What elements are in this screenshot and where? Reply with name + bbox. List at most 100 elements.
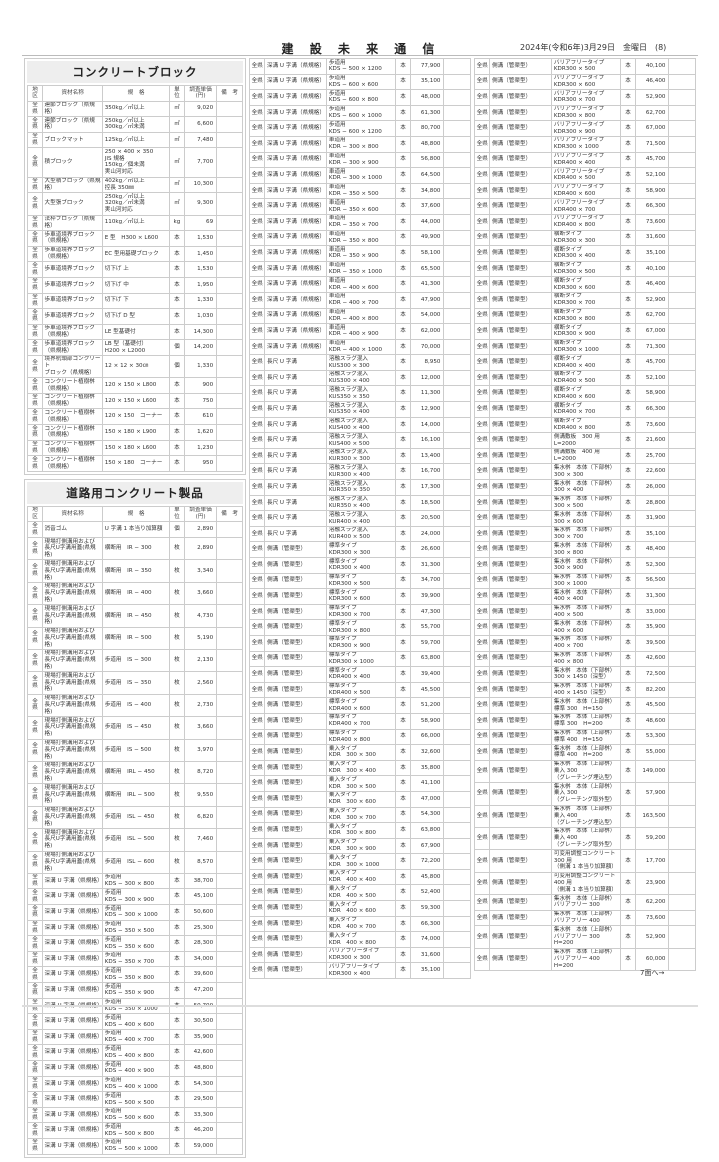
spec-cell: 標準タイプ KDR300 × 800 [326, 619, 396, 636]
remarks-cell [443, 681, 471, 699]
continued-link[interactable]: 7面へ→ [640, 969, 665, 977]
material-name-cell: 深溝 U 字溝（県規格） [264, 229, 328, 247]
region-cell: 全県 [248, 245, 266, 262]
table-row: 全県 深溝 U 字溝（県規格） 車道用 KDR − 400 × 900 本 62,000 [248, 323, 471, 340]
spec-cell: 横断用 IR − 450 [102, 604, 170, 628]
remarks-cell [216, 982, 243, 999]
remarks-cell [668, 588, 696, 605]
table-row: 全県 現場打側溝用および 長尺U字溝用蓋(県規格) 歩道用 ISL − 600 枚 8,… [26, 850, 243, 874]
remarks-cell [216, 966, 243, 984]
region-cell: 全県 [473, 463, 491, 481]
material-name-cell: 側溝（管渠型） [489, 416, 553, 434]
price-cell: 24,000 [410, 525, 445, 543]
material-name-cell: 境界杭頭部コンクリート ブロック（県規格） [42, 354, 104, 379]
material-name-cell: 側溝（管渠型） [264, 790, 328, 808]
region-cell: 全県 [26, 805, 44, 830]
table-row: 全県 歩車道境界ブロック （県規格） LB 型（基礎付） H200 × L2000 個… [26, 339, 243, 356]
table-row: 全県 側溝（管渠型） 横断タイプ KDR300 × 800 本 62,700 [473, 307, 696, 325]
material-name-cell: 歩車道境界ブロック [42, 292, 104, 310]
price-cell: 4,730 [183, 604, 218, 628]
unit-cell: 本 [619, 871, 637, 896]
spec-cell: バリアフリータイプ KDR300 × 800 [551, 104, 621, 122]
table-row: 全県 深溝 U 字溝（県規格） 歩道用 KDS − 300 × 1000 本 50,60… [26, 904, 243, 921]
material-name-cell: 側溝（管渠型） [489, 782, 553, 806]
price-cell: 67,900 [410, 837, 445, 855]
table-row: 全県 深溝 U 字溝（県規格） 歩道用 KDS − 300 × 900 本 45,100 [26, 888, 243, 906]
newspaper-masthead: 建 設 未 来 通 信 [281, 42, 441, 56]
region-cell: 全県 [473, 323, 491, 340]
material-name-cell: 側溝（管渠型） [489, 849, 553, 873]
price-cell: 63,800 [410, 822, 445, 839]
unit-cell: 本 [619, 826, 637, 851]
price-cell: 56,500 [635, 572, 670, 590]
unit-cell: 本 [619, 650, 637, 668]
unit-cell: 本 [619, 401, 637, 418]
remarks-cell [668, 782, 696, 806]
price-cell: 35,100 [410, 962, 445, 980]
table-row: 全県 歩車道境界ブロック （県規格） EC 型用基礎ブロック本 1,450 [26, 245, 243, 263]
price-cell: 34,700 [410, 572, 445, 590]
material-name-cell: 大型張ブロック [42, 192, 104, 216]
unit-cell: 本 [619, 276, 637, 293]
price-cell: 45,800 [410, 868, 445, 886]
spec-cell: 125kg／㎡以上 [102, 131, 170, 149]
region-cell: 全県 [473, 804, 491, 828]
spec-cell: 集水桝 本体（下部桝） 400 × 400 [551, 588, 621, 605]
spec-cell: バリアフリータイプ KDR300 × 900 [551, 120, 621, 137]
unit-cell: 本 [394, 120, 412, 137]
material-name-cell: 側溝（管渠型） [489, 338, 553, 356]
material-name-cell: 側溝（管渠型） [489, 307, 553, 325]
material-name-cell: 側溝（管渠型） [264, 900, 328, 917]
spec-cell: 歩道用 KDS − 500 × 1000 [102, 1137, 170, 1155]
remarks-cell [443, 369, 471, 387]
remarks-cell [668, 650, 696, 668]
table-row: 全県 側溝（管渠型） バリアフリータイプ KDR300 × 700 本 52,900 [473, 89, 696, 106]
unit-cell: 本 [394, 759, 412, 777]
price-cell: 71,500 [635, 135, 670, 153]
spec-cell: 歩道用 KDS − 600 × 800 [326, 89, 396, 106]
remarks-cell [443, 915, 471, 933]
spec-cell: 溶融スラグ混入 KUS400 × 400 [326, 416, 396, 434]
material-name-cell: 連節ブロック（県規格） [42, 100, 104, 118]
remarks-cell [216, 537, 243, 561]
table-row: 全県 側溝（管渠型） 集水桝 本体（上部桝） 標準 300 H=150 本 45,500 [473, 697, 696, 714]
table-row: 全県 深溝 U 字溝（県規格） 車道用 KDR − 400 × 700 本 47,900 [248, 291, 471, 309]
price-cell: 39,900 [410, 588, 445, 605]
unit-cell: 本 [619, 894, 637, 911]
region-cell: 全県 [473, 135, 491, 153]
unit-cell: 本 [168, 1044, 185, 1062]
material-name-cell: 側溝（管渠型） [489, 245, 553, 262]
price-cell: 62,700 [635, 307, 670, 325]
unit-cell: 本 [619, 338, 637, 356]
region-cell: 全県 [473, 58, 491, 75]
material-name-cell: 現場打側溝用および 長尺U字溝用蓋(県規格) [42, 805, 104, 830]
table-row: 全県 側溝（管渠型） 集水桝 本体（上部桝） 乗入 300 （グレーチング取外型）本… [473, 782, 696, 806]
material-name-cell: 側溝（管渠型） [489, 871, 553, 896]
unit-cell: 枚 [168, 604, 185, 628]
remarks-cell [443, 728, 471, 746]
unit-cell: 本 [619, 947, 637, 972]
spec-cell: 車道用 KDR − 400 × 600 [326, 276, 396, 293]
remarks-cell [216, 604, 243, 628]
region-cell: 全県 [248, 276, 266, 293]
unit-cell: 本 [168, 276, 185, 294]
column-header: 調査単価 (円) [183, 85, 218, 102]
region-cell: 全県 [26, 276, 44, 294]
remarks-cell [443, 931, 471, 948]
remarks-cell [216, 176, 243, 194]
unit-cell: 本 [619, 416, 637, 434]
remarks-cell [443, 89, 471, 106]
unit-cell: 本 [394, 557, 412, 574]
unit-cell: 本 [394, 135, 412, 153]
table-row: 全県 深溝 U 字溝（県規格） 歩道用 KDS − 600 × 1000 本 61,30… [248, 104, 471, 122]
table-row: 全県 側溝（管渠型） 集水桝 本体（上部桝） 標準 400 H=200 本 55,000 [473, 744, 696, 761]
remarks-cell [668, 120, 696, 137]
price-cell: 7,700 [183, 147, 218, 178]
material-name-cell: 側溝（管渠型） [489, 510, 553, 527]
price-cell: 30,500 [183, 1013, 218, 1030]
material-name-cell: 長尺 U 字溝 [264, 416, 328, 434]
table-row: 全県 深溝 U 字溝（県規格） 車道用 KDR − 350 × 700 本 44,000 [248, 213, 471, 231]
region-cell: 全県 [26, 424, 44, 441]
